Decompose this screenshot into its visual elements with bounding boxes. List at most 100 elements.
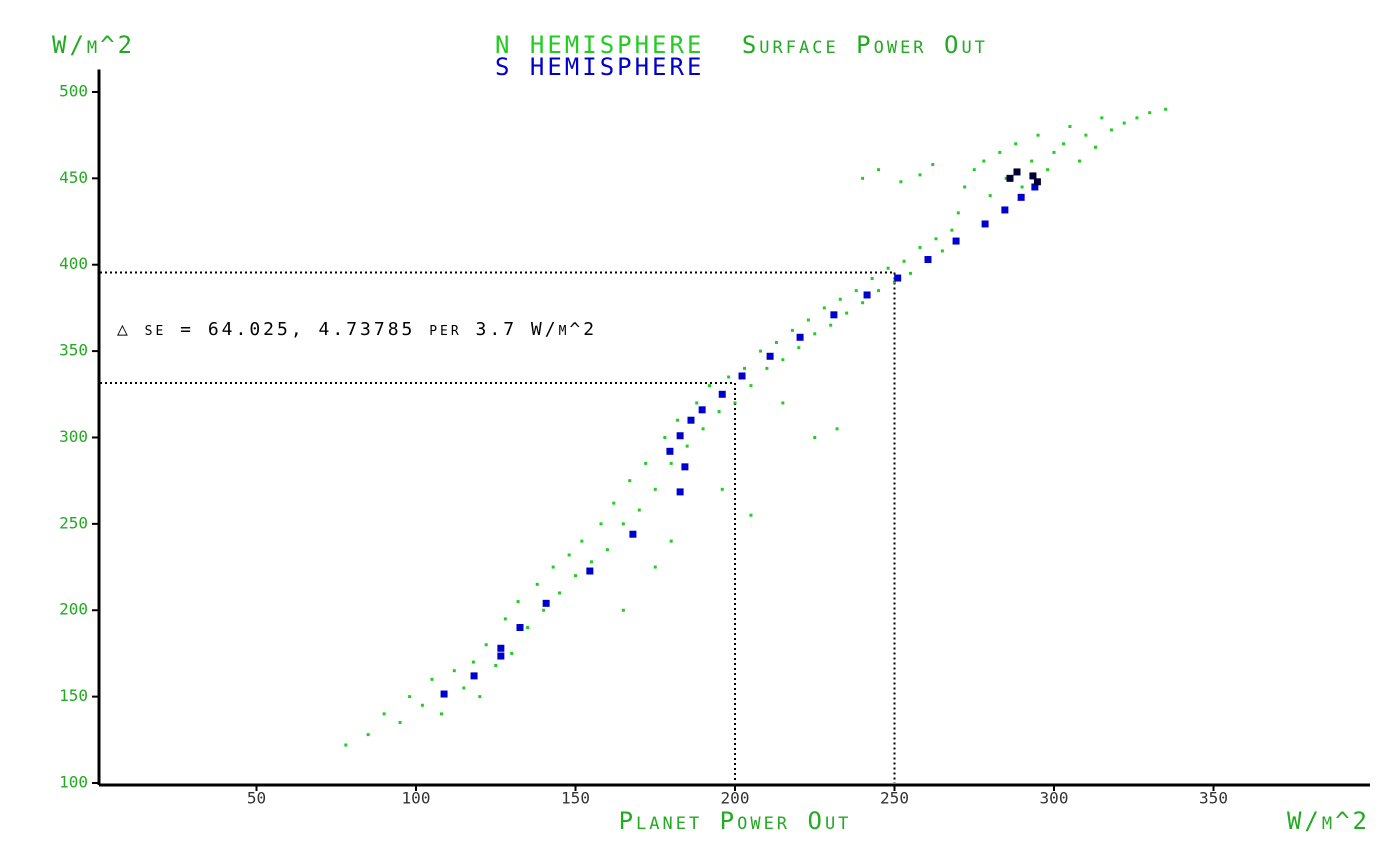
- scatter-point: [790, 328, 794, 332]
- scatter-point: [681, 463, 689, 471]
- y-tick-label: 300: [59, 427, 88, 446]
- scatter-point: [440, 690, 448, 698]
- scatter-point: [918, 245, 922, 249]
- scatter-point: [950, 228, 954, 232]
- scatter-point: [924, 256, 932, 264]
- scatter-point: [720, 487, 724, 491]
- x-unit: W/m^2: [1287, 807, 1370, 835]
- scatter-point: [733, 401, 737, 405]
- scatter-point: [934, 237, 938, 241]
- scatter-point: [1017, 193, 1025, 201]
- scatter-point: [701, 427, 705, 431]
- title-text: Surface Power Out: [742, 31, 988, 59]
- scatter-point: [462, 686, 466, 690]
- y-tick-label: 350: [59, 341, 88, 360]
- scatter-point: [707, 384, 711, 388]
- scatter-point: [727, 375, 731, 379]
- scatter-point: [981, 220, 989, 228]
- x-axis-label: Planet Power Out: [619, 807, 852, 835]
- scatter-point: [830, 311, 838, 319]
- scatter-point: [743, 366, 747, 370]
- scatter-point: [988, 194, 992, 198]
- scatter-point: [628, 479, 632, 483]
- legend-label: S HEMISPHERE: [495, 53, 704, 81]
- scatter-point: [822, 306, 826, 310]
- scatter-point: [845, 311, 849, 315]
- scatter-point: [1093, 145, 1097, 149]
- scatter-point: [440, 712, 444, 716]
- scatter-point: [1100, 116, 1104, 120]
- x-tick-label: 150: [561, 789, 590, 808]
- scatter-point: [669, 461, 673, 465]
- scatter-point: [854, 289, 858, 293]
- scatter-point: [478, 695, 482, 699]
- scatter-point: [956, 211, 960, 215]
- scatter-point: [765, 366, 769, 370]
- scatter-point: [861, 176, 865, 180]
- scatter-point: [1001, 206, 1009, 214]
- scatter-point: [963, 185, 967, 189]
- scatter-point: [1020, 185, 1024, 189]
- scatter-point: [940, 249, 944, 253]
- scatter-point: [637, 508, 641, 512]
- scatter-point: [621, 522, 625, 526]
- x-tick-label: 350: [1199, 789, 1228, 808]
- scatter-point: [972, 168, 976, 172]
- y-tick-label: 150: [59, 686, 88, 705]
- scatter-point: [535, 582, 539, 586]
- scatter-point: [676, 418, 680, 422]
- scatter-point: [718, 390, 726, 398]
- scatter-point: [685, 444, 689, 448]
- scatter-point: [918, 173, 922, 177]
- scatter-point: [1014, 142, 1018, 146]
- y-tick-label: 100: [59, 773, 88, 792]
- scatter-point: [870, 277, 874, 281]
- scatter-point: [797, 346, 801, 350]
- scatter-point: [877, 289, 881, 293]
- scatter-point: [877, 168, 881, 172]
- scatter-point: [676, 488, 684, 496]
- scatter-point: [589, 560, 593, 564]
- scatter-point: [908, 271, 912, 275]
- y-tick-label: 200: [59, 600, 88, 619]
- scatter-point: [542, 608, 546, 612]
- chart-title: N HEMISPHERE Surface Power Out: [495, 31, 988, 59]
- scatter-point: [687, 416, 695, 424]
- scatter-point: [695, 401, 699, 405]
- scatter-point: [698, 406, 706, 414]
- scatter-point: [558, 591, 562, 595]
- scatter-point: [366, 733, 370, 737]
- y-tick-label: 400: [59, 254, 88, 273]
- scatter-point: [408, 695, 412, 699]
- scatter-point: [1148, 111, 1152, 115]
- scatter-point: [1122, 121, 1126, 125]
- scatter-point: [653, 487, 657, 491]
- scatter-point: [861, 301, 865, 305]
- scatter-point: [574, 574, 577, 578]
- scatter-point: [494, 664, 498, 668]
- scatter-point: [931, 163, 935, 167]
- scatter-point: [669, 539, 673, 543]
- scatter-point: [893, 280, 896, 284]
- scatter-point: [1046, 168, 1050, 172]
- scatter-point: [516, 624, 524, 632]
- y-tick-label: 250: [59, 513, 88, 532]
- scatter-point: [471, 660, 475, 664]
- scatter-point: [1052, 150, 1056, 154]
- scatter-point: [813, 332, 817, 336]
- scatter-point: [663, 435, 667, 439]
- scatter-point: [430, 677, 434, 681]
- scatter-point: [567, 553, 571, 557]
- scatter-point: [894, 274, 902, 282]
- scatter-point: [398, 721, 402, 725]
- scatter-point: [998, 150, 1002, 154]
- scatter-point: [676, 432, 684, 440]
- scatter-point: [666, 447, 674, 455]
- scatter-point: [1004, 176, 1008, 180]
- scatter-point: [1084, 133, 1088, 137]
- x-tick-label: 200: [721, 789, 750, 808]
- scatter-point: [621, 608, 625, 612]
- scatter-point: [1068, 125, 1072, 129]
- scatter-point: [781, 401, 785, 405]
